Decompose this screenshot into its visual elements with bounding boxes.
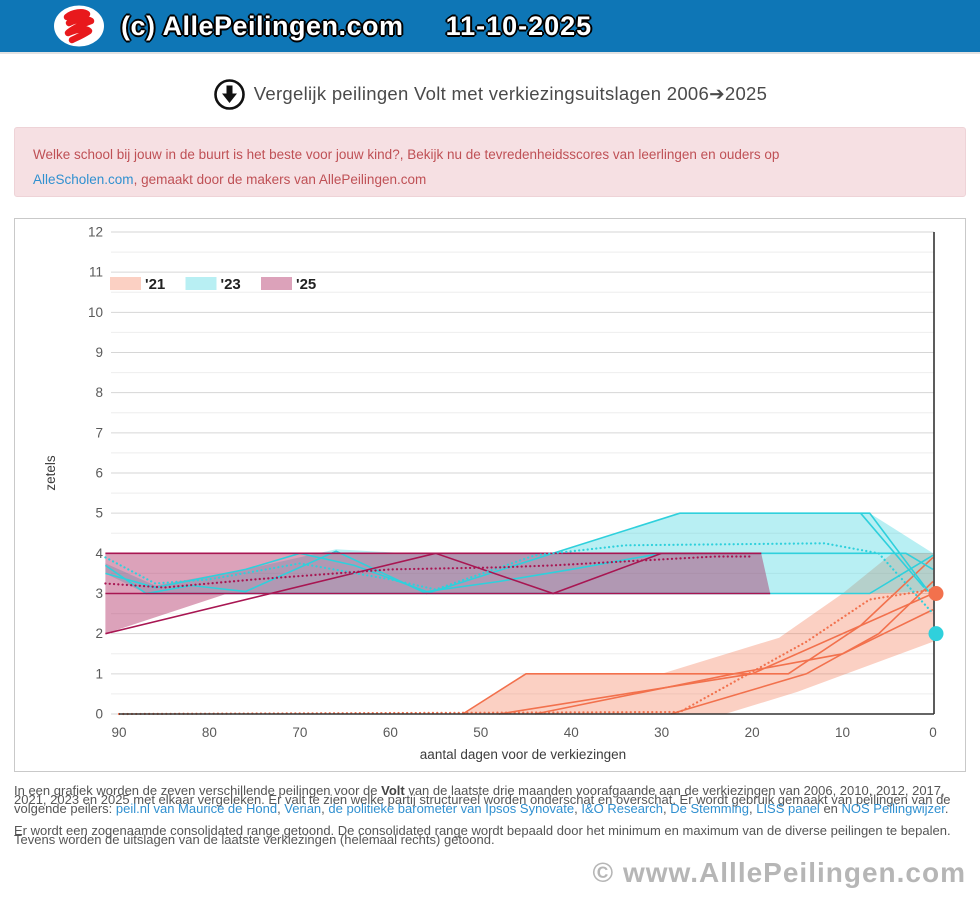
- legend-swatch: [261, 277, 292, 290]
- notice-text-1: Welke school bij jouw in de buurt is het…: [33, 147, 780, 162]
- y-tick-label: 5: [95, 506, 103, 521]
- y-tick-label: 0: [95, 707, 103, 722]
- paragraph-text: en: [819, 801, 842, 817]
- x-tick-label: 90: [111, 725, 126, 740]
- pollster-link[interactable]: Verian: [284, 801, 322, 817]
- paragraph-text: ,: [277, 801, 285, 817]
- header-date: 11-10-2025: [445, 10, 593, 41]
- 2021 poll a: [462, 556, 934, 715]
- header-bar: (c) AllePeilingen.com 11-10-2025: [0, 0, 980, 54]
- paragraph-text: van de laatste drie maanden voorafgaande…: [14, 783, 951, 817]
- pollster-link[interactable]: LISS panel: [756, 801, 820, 817]
- x-tick-label: 0: [929, 725, 937, 740]
- 2021 poll c: [534, 608, 934, 715]
- paragraph-pollsters: In een grafiek worden de zeven verschill…: [14, 783, 966, 817]
- notice-text-2: , gemaakt door de makers van AllePeiling…: [133, 171, 427, 187]
- y-tick-label: 7: [95, 425, 103, 440]
- pollster-link[interactable]: I&O Research: [581, 801, 663, 817]
- x-tick-label: 20: [745, 725, 760, 740]
- legend-swatch: [185, 277, 217, 290]
- x-tick-label: 30: [654, 725, 669, 740]
- x-tick-label: 60: [383, 725, 398, 740]
- paragraph-consolidated-range: Er wordt een zogenaamde consolidated ran…: [14, 823, 951, 848]
- x-tick-label: 10: [835, 725, 850, 740]
- x-axis-title: aantal dagen voor de verkiezingen: [420, 747, 626, 762]
- page-title-row: Vergelijk peilingen Volt met verkiezings…: [0, 76, 980, 112]
- watermark: © www.AlllePeilingen.com: [592, 857, 966, 889]
- uitslag 2023: [928, 626, 944, 642]
- chart-legend: '21 '23 '25: [110, 276, 316, 293]
- x-tick-label: 40: [564, 725, 579, 740]
- y-tick-label: 1: [95, 666, 103, 681]
- x-tick-label: 70: [292, 725, 307, 740]
- x-tick-label: 80: [202, 725, 217, 740]
- 2021 poll d: [670, 580, 934, 715]
- y-tick-label: 8: [95, 385, 103, 400]
- circled-down-arrow-icon[interactable]: [213, 78, 246, 111]
- 2023 poll d: [859, 512, 925, 589]
- y-tick-label: 4: [95, 546, 103, 561]
- y-tick-label: 6: [95, 466, 103, 481]
- paragraph-text: .: [944, 801, 949, 817]
- paragraph-text: In een grafiek worden de zeven verschill…: [14, 783, 382, 798]
- allescholen-link[interactable]: AlleScholen.com: [33, 171, 134, 187]
- pollster-link[interactable]: peil.nl van Maurice de Hond: [115, 801, 278, 817]
- y-tick-label: 10: [88, 305, 103, 320]
- 2021 average: [117, 588, 935, 716]
- paragraph-text: ,: [663, 801, 671, 817]
- uitslag 2021: [928, 586, 944, 601]
- allescholen-notice: Welke school bij jouw in de buurt is het…: [14, 127, 966, 197]
- pollster-link[interactable]: de politieke barometer van Ipsos Synovat…: [328, 801, 575, 817]
- legend-label: '21: [145, 276, 165, 293]
- 2025 average: [104, 555, 754, 589]
- y-tick-label: 12: [88, 225, 103, 240]
- polls-chart-panel: 0 1 2 3 4 5 6 7 8 9 10 11 12 90 80 70 60 50 40 30 20 10 0 aanta…: [14, 218, 966, 772]
- party-name: Volt: [381, 783, 405, 798]
- y-axis-title: zetels: [43, 455, 58, 491]
- paragraph-text: ,: [321, 801, 329, 817]
- site-title: (c) AllePeilingen.com: [121, 10, 404, 41]
- y-tick-label: 11: [89, 265, 103, 280]
- 2023 average: [104, 542, 935, 615]
- x-tick-label: 50: [473, 725, 488, 740]
- explanation-text: In een grafiek worden de zeven verschill…: [14, 783, 966, 848]
- 2021 poll b: [498, 592, 934, 715]
- gridlines: [111, 231, 934, 715]
- paragraph-text: ,: [574, 801, 582, 817]
- 2023 poll a: [104, 512, 930, 595]
- legend-swatch: [110, 277, 141, 290]
- legend-label: '23: [221, 276, 241, 293]
- allepeilingen-logo-icon[interactable]: [53, 5, 105, 47]
- page-title: Vergelijk peilingen Volt met verkiezings…: [253, 83, 768, 104]
- legend-label: '25: [296, 276, 316, 293]
- y-tick-label: 3: [95, 586, 103, 601]
- pollster-link[interactable]: De Stemming: [670, 801, 749, 817]
- y-tick-label: 9: [95, 345, 103, 360]
- pollster-link[interactable]: NOS Peilingwijzer: [841, 801, 945, 817]
- paragraph-text: ,: [748, 801, 757, 817]
- y-tick-label: 2: [95, 626, 103, 641]
